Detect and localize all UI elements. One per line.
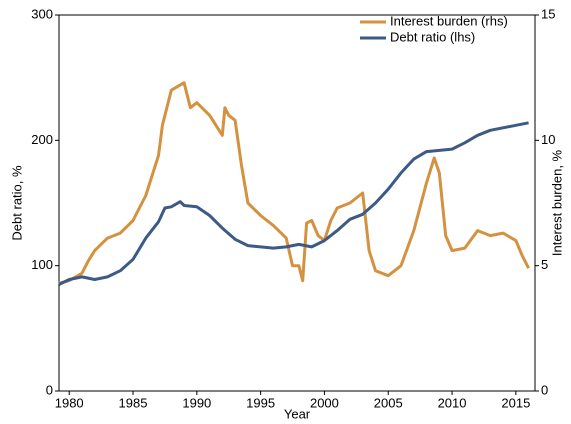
legend-label: Debt ratio (lhs) xyxy=(390,29,475,44)
y-tick-label: 0 xyxy=(46,382,53,397)
x-tick-label: 2000 xyxy=(310,395,339,410)
x-tick-label: 2005 xyxy=(374,395,403,410)
x-tick-label: 1985 xyxy=(119,395,148,410)
legend-label: Interest burden (rhs) xyxy=(390,13,508,28)
x-tick-label: 1990 xyxy=(182,395,211,410)
y2-tick-label: 10 xyxy=(541,132,555,147)
y2-tick-label: 0 xyxy=(541,382,548,397)
x-tick-label: 1980 xyxy=(55,395,84,410)
y2-axis-label: Interest burden, % xyxy=(549,149,564,256)
x-tick-label: 2010 xyxy=(438,395,467,410)
data-line xyxy=(58,121,529,286)
x-tick-label: 2015 xyxy=(501,395,530,410)
x-axis-label: Year xyxy=(284,406,311,421)
y-axis-label: Debt ratio, % xyxy=(9,165,24,241)
data-line xyxy=(58,81,530,285)
y-tick-label: 100 xyxy=(31,257,53,272)
y-tick-label: 200 xyxy=(31,132,53,147)
plot-frame xyxy=(58,14,536,392)
y2-tick-label: 15 xyxy=(541,6,555,21)
y-tick-label: 300 xyxy=(31,6,53,21)
y2-tick-label: 5 xyxy=(541,257,548,272)
x-tick-label: 1995 xyxy=(246,395,275,410)
